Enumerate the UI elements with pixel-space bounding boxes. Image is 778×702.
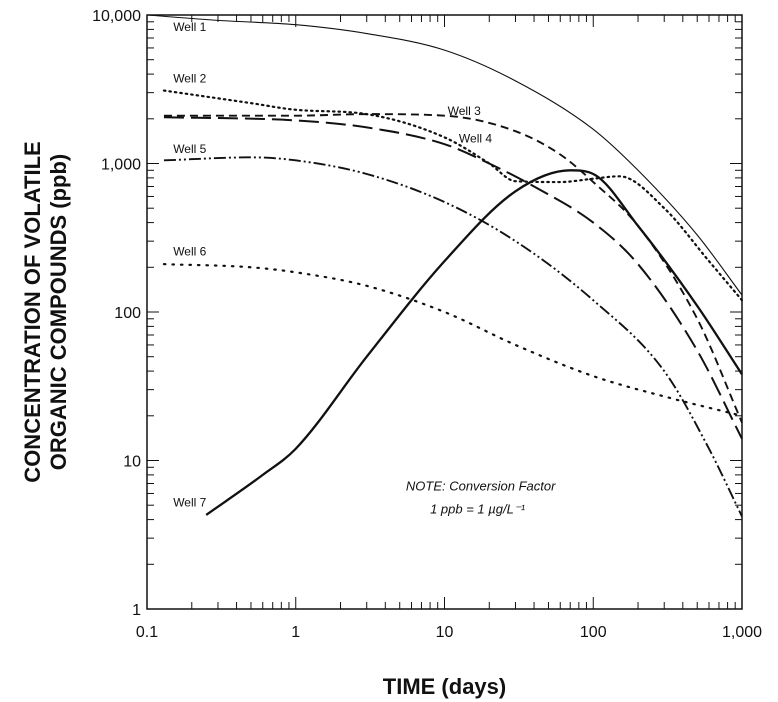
y-axis-title-line-2: ORGANIC COMPOUNDS (ppb): [46, 154, 71, 471]
series-label-well-2: Well 2: [173, 72, 206, 86]
series-line-well-7: [205, 169, 743, 516]
x-tick-label: 10: [436, 624, 454, 641]
series-line-well-5: [163, 156, 743, 517]
plot-frame: [146, 14, 743, 610]
series-label-well-3: Well 3: [448, 104, 481, 118]
series-line-well-2: [162, 89, 744, 302]
x-axis-title: TIME (days): [383, 674, 506, 699]
series-label-well-7: Well 7: [173, 496, 206, 510]
y-tick-label: 10,000: [92, 8, 141, 25]
y-tick-label: 1,000: [101, 157, 141, 174]
note-line-1: NOTE: Conversion Factor: [406, 478, 556, 493]
y-tick-label: 1: [132, 602, 141, 619]
labels-layer: 0.1 1 10 100 1,000 1 10 100 1,000 10,000 Well 1 Wel…: [92, 8, 762, 641]
y-tick-label: 100: [114, 305, 141, 322]
x-tick-label: 0.1: [136, 624, 158, 641]
plot-frame-group: [146, 14, 743, 610]
x-tick-label: 1,000: [722, 624, 762, 641]
series-label-well-5: Well 5: [173, 142, 206, 156]
y-tick-label: 10: [123, 454, 141, 471]
x-tick-label: 1: [291, 624, 300, 641]
series-layer: [146, 14, 744, 517]
y-axis-title-line-1: CONCENTRATION OF VOLATILE: [20, 141, 45, 482]
axis-ticks: [146, 14, 743, 610]
note-line-2: 1 ppb = 1 µg/L⁻¹: [430, 501, 526, 516]
series-label-well-4: Well 4: [459, 132, 492, 146]
series-line-well-1: [146, 14, 743, 296]
series-label-well-6: Well 6: [173, 245, 206, 259]
series-line-well-4: [163, 116, 743, 440]
x-tick-label: 100: [580, 624, 607, 641]
series-label-well-1: Well 1: [173, 20, 206, 34]
series-line-well-3: [163, 113, 743, 423]
